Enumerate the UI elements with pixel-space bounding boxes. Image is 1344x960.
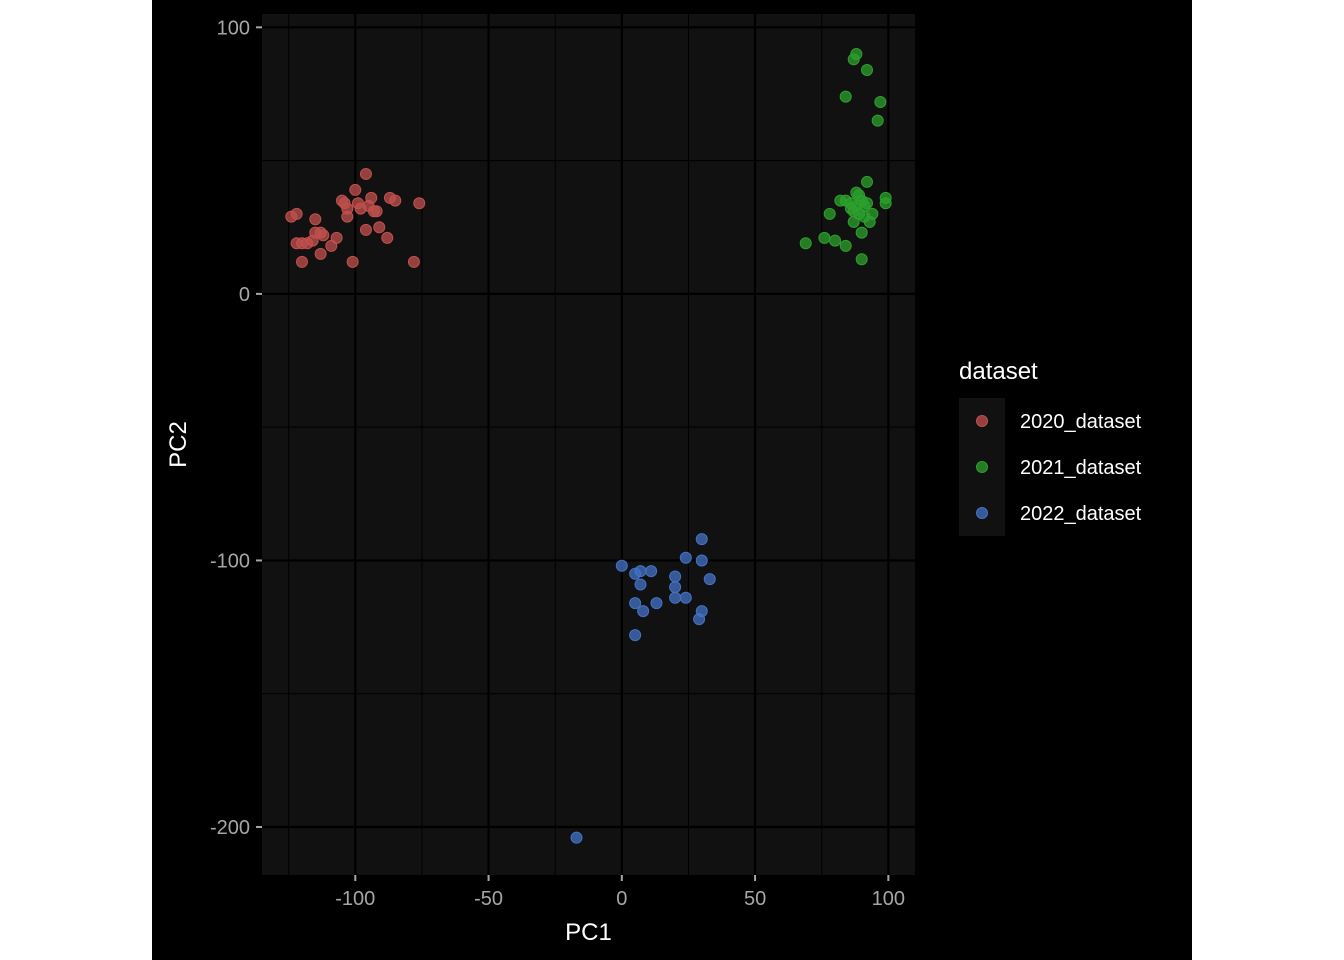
data-point-2022_dataset <box>679 591 692 604</box>
y-tick-label: 100 <box>217 17 250 39</box>
plot-panel <box>262 14 915 875</box>
y-tick-label: -100 <box>210 550 250 572</box>
data-point-2022_dataset <box>615 559 628 572</box>
data-point-2021_dataset <box>799 237 812 250</box>
legend-label: 2022_dataset <box>1020 503 1142 525</box>
data-point-2022_dataset <box>629 597 642 610</box>
data-point-2022_dataset <box>650 597 663 610</box>
data-point-2021_dataset <box>823 207 836 220</box>
data-point-2022_dataset <box>637 605 650 618</box>
data-points <box>285 47 892 844</box>
legend-marker <box>976 415 988 427</box>
data-point-2020_dataset <box>413 197 426 210</box>
data-point-2021_dataset <box>871 114 884 127</box>
legend-label: 2020_dataset <box>1020 411 1142 433</box>
x-tick-label: -100 <box>335 888 375 910</box>
data-point-2022_dataset <box>634 578 647 591</box>
axis-ticks: -100 -50 0 50 100 -200 -100 0 100 <box>210 17 905 910</box>
x-tick-label: 0 <box>616 888 627 910</box>
data-point-2022_dataset <box>634 565 647 578</box>
data-point-2020_dataset <box>309 213 322 226</box>
data-point-2021_dataset <box>839 90 852 103</box>
data-point-2020_dataset <box>295 255 308 268</box>
legend-label: 2021_dataset <box>1020 457 1142 479</box>
data-point-2021_dataset <box>879 197 892 210</box>
x-tick-label: -50 <box>474 888 503 910</box>
data-point-2021_dataset <box>855 226 868 239</box>
data-point-2020_dataset <box>389 194 402 207</box>
data-point-2022_dataset <box>629 629 642 642</box>
data-point-2020_dataset <box>346 255 359 268</box>
data-point-2021_dataset <box>874 95 887 108</box>
data-point-2020_dataset <box>365 191 378 204</box>
data-point-2021_dataset <box>850 47 863 60</box>
data-point-2020_dataset <box>373 221 386 234</box>
x-axis-title: PC1 <box>565 919 612 946</box>
data-point-2022_dataset <box>703 573 716 586</box>
data-point-2021_dataset <box>861 175 874 188</box>
data-point-2021_dataset <box>866 207 879 220</box>
data-point-2022_dataset <box>695 533 708 546</box>
data-point-2022_dataset <box>570 831 583 844</box>
legend-title: dataset <box>959 358 1038 385</box>
data-point-2021_dataset <box>855 253 868 266</box>
data-point-2021_dataset <box>829 234 842 247</box>
data-point-2020_dataset <box>359 167 372 180</box>
data-point-2020_dataset <box>407 255 420 268</box>
data-point-2022_dataset <box>669 570 682 583</box>
data-point-2022_dataset <box>669 591 682 604</box>
data-point-2021_dataset <box>818 231 831 244</box>
data-point-2020_dataset <box>290 207 303 220</box>
data-point-2021_dataset <box>861 63 874 76</box>
grid-lines <box>262 14 915 875</box>
data-point-2020_dataset <box>317 229 330 242</box>
y-tick-label: 0 <box>239 284 250 306</box>
data-point-2020_dataset <box>341 210 354 223</box>
data-point-2020_dataset <box>359 223 372 236</box>
x-tick-label: 50 <box>744 888 766 910</box>
data-point-2022_dataset <box>695 605 708 618</box>
data-point-2020_dataset <box>349 183 362 196</box>
data-point-2020_dataset <box>314 247 327 260</box>
data-point-2022_dataset <box>679 551 692 564</box>
data-point-2020_dataset <box>381 231 394 244</box>
data-point-2020_dataset <box>330 231 343 244</box>
data-point-2021_dataset <box>839 239 852 252</box>
data-point-2020_dataset <box>370 205 383 218</box>
x-tick-label: 100 <box>872 888 905 910</box>
data-point-2022_dataset <box>669 581 682 594</box>
data-point-2022_dataset <box>645 565 658 578</box>
legend-marker <box>976 507 988 519</box>
data-point-2022_dataset <box>695 554 708 567</box>
data-point-2021_dataset <box>861 197 874 210</box>
legend-marker <box>976 461 988 473</box>
legend: dataset 2020_dataset 2021_dataset 2022_dat… <box>959 358 1142 536</box>
y-tick-label: -200 <box>210 817 250 839</box>
y-axis-title: PC2 <box>165 421 192 468</box>
